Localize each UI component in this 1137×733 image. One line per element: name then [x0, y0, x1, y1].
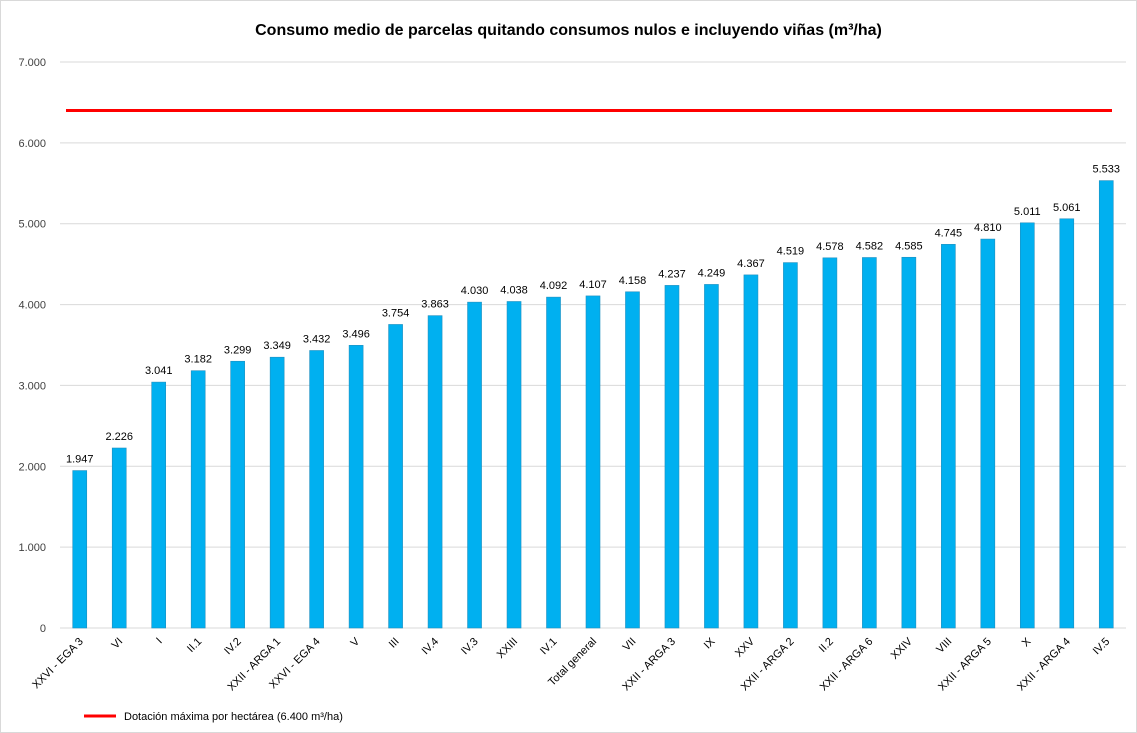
- x-tick-label: IV.4: [420, 636, 442, 658]
- x-tick-label: IV.5: [1091, 636, 1113, 658]
- bar: [783, 262, 798, 629]
- data-label: 3.754: [382, 307, 410, 319]
- bar: [625, 291, 640, 629]
- bar: [506, 301, 522, 629]
- bar: [467, 301, 482, 629]
- data-label: 4.030: [461, 285, 489, 297]
- bar: [72, 470, 88, 629]
- data-label: 3.041: [145, 365, 173, 377]
- y-tick-label: 5.000: [18, 219, 46, 231]
- x-tick-label: IV.3: [459, 636, 481, 658]
- x-tick-label: VI: [109, 636, 125, 652]
- data-label: 4.810: [974, 222, 1002, 234]
- data-label: 5.011: [1014, 206, 1041, 218]
- bar: [941, 244, 956, 629]
- data-label: 4.107: [579, 279, 607, 291]
- bar: [743, 274, 759, 629]
- bar: [348, 345, 364, 629]
- bar: [704, 284, 719, 629]
- x-tick-label: XXIV: [889, 635, 916, 662]
- data-label: 3.349: [263, 340, 291, 352]
- bar: [388, 324, 403, 629]
- y-tick-label: 1.000: [18, 542, 46, 554]
- x-tick-label: II.2: [817, 636, 836, 655]
- chart-title: Consumo medio de parcelas quitando consu…: [255, 22, 882, 39]
- bar: [230, 360, 245, 629]
- data-label: 4.158: [619, 275, 647, 287]
- x-tick-label: IV.2: [222, 636, 244, 658]
- bar: [901, 256, 917, 629]
- data-label: 4.578: [816, 241, 844, 253]
- bar: [151, 381, 167, 629]
- bar: [1019, 222, 1035, 629]
- data-label: 4.745: [935, 227, 963, 239]
- bar: [111, 447, 127, 629]
- bar: [1059, 218, 1075, 629]
- data-label: 4.237: [658, 268, 686, 280]
- y-tick-label: 4.000: [18, 300, 46, 312]
- data-label: 3.496: [342, 328, 370, 340]
- bar: [1098, 180, 1114, 629]
- bar: [822, 257, 838, 629]
- bar: [427, 315, 443, 629]
- x-tick-label: IV.1: [538, 636, 560, 658]
- data-label: 4.519: [777, 246, 805, 258]
- data-label: 3.863: [421, 299, 449, 311]
- x-tick-label: III: [387, 636, 402, 651]
- x-tick-label: X: [1020, 635, 1034, 649]
- bar: [269, 356, 285, 629]
- bar: [980, 238, 996, 629]
- x-tick-label: XXIII: [495, 636, 520, 661]
- y-tick-label: 7.000: [18, 57, 46, 69]
- data-label: 4.038: [500, 284, 528, 296]
- data-label: 3.299: [224, 344, 252, 356]
- y-tick-label: 2.000: [18, 461, 46, 473]
- data-label: 4.249: [698, 267, 726, 279]
- bar: [309, 350, 324, 629]
- data-label: 3.432: [303, 333, 331, 345]
- data-label: 5.533: [1092, 164, 1120, 176]
- y-tick-label: 0: [40, 623, 46, 635]
- data-label: 2.226: [105, 431, 133, 443]
- data-label: 1.947: [66, 454, 94, 466]
- y-tick-label: 6.000: [18, 138, 46, 150]
- bar: [862, 257, 877, 629]
- x-tick-label: II.1: [185, 636, 204, 655]
- x-tick-label: I: [154, 636, 165, 647]
- x-tick-label: XXVI - EGA 3: [30, 636, 86, 692]
- data-label: 5.061: [1053, 202, 1081, 214]
- bar: [190, 370, 206, 629]
- data-label: 4.585: [895, 240, 923, 252]
- data-label: 4.092: [540, 280, 568, 292]
- y-tick-label: 3.000: [18, 380, 46, 392]
- legend-label: Dotación máxima por hectárea (6.400 m³/h…: [124, 711, 343, 723]
- data-label: 4.367: [737, 258, 765, 270]
- data-label: 4.582: [856, 241, 884, 253]
- x-tick-label: VIII: [934, 636, 954, 656]
- bar: [546, 296, 561, 629]
- x-tick-label: V: [349, 635, 363, 649]
- x-tick-label: VII: [621, 636, 639, 654]
- x-tick-label: XXV: [733, 635, 758, 660]
- data-label: 3.182: [184, 354, 212, 366]
- x-tick-label: IX: [702, 635, 718, 651]
- bar: [585, 295, 601, 629]
- bar: [664, 285, 680, 629]
